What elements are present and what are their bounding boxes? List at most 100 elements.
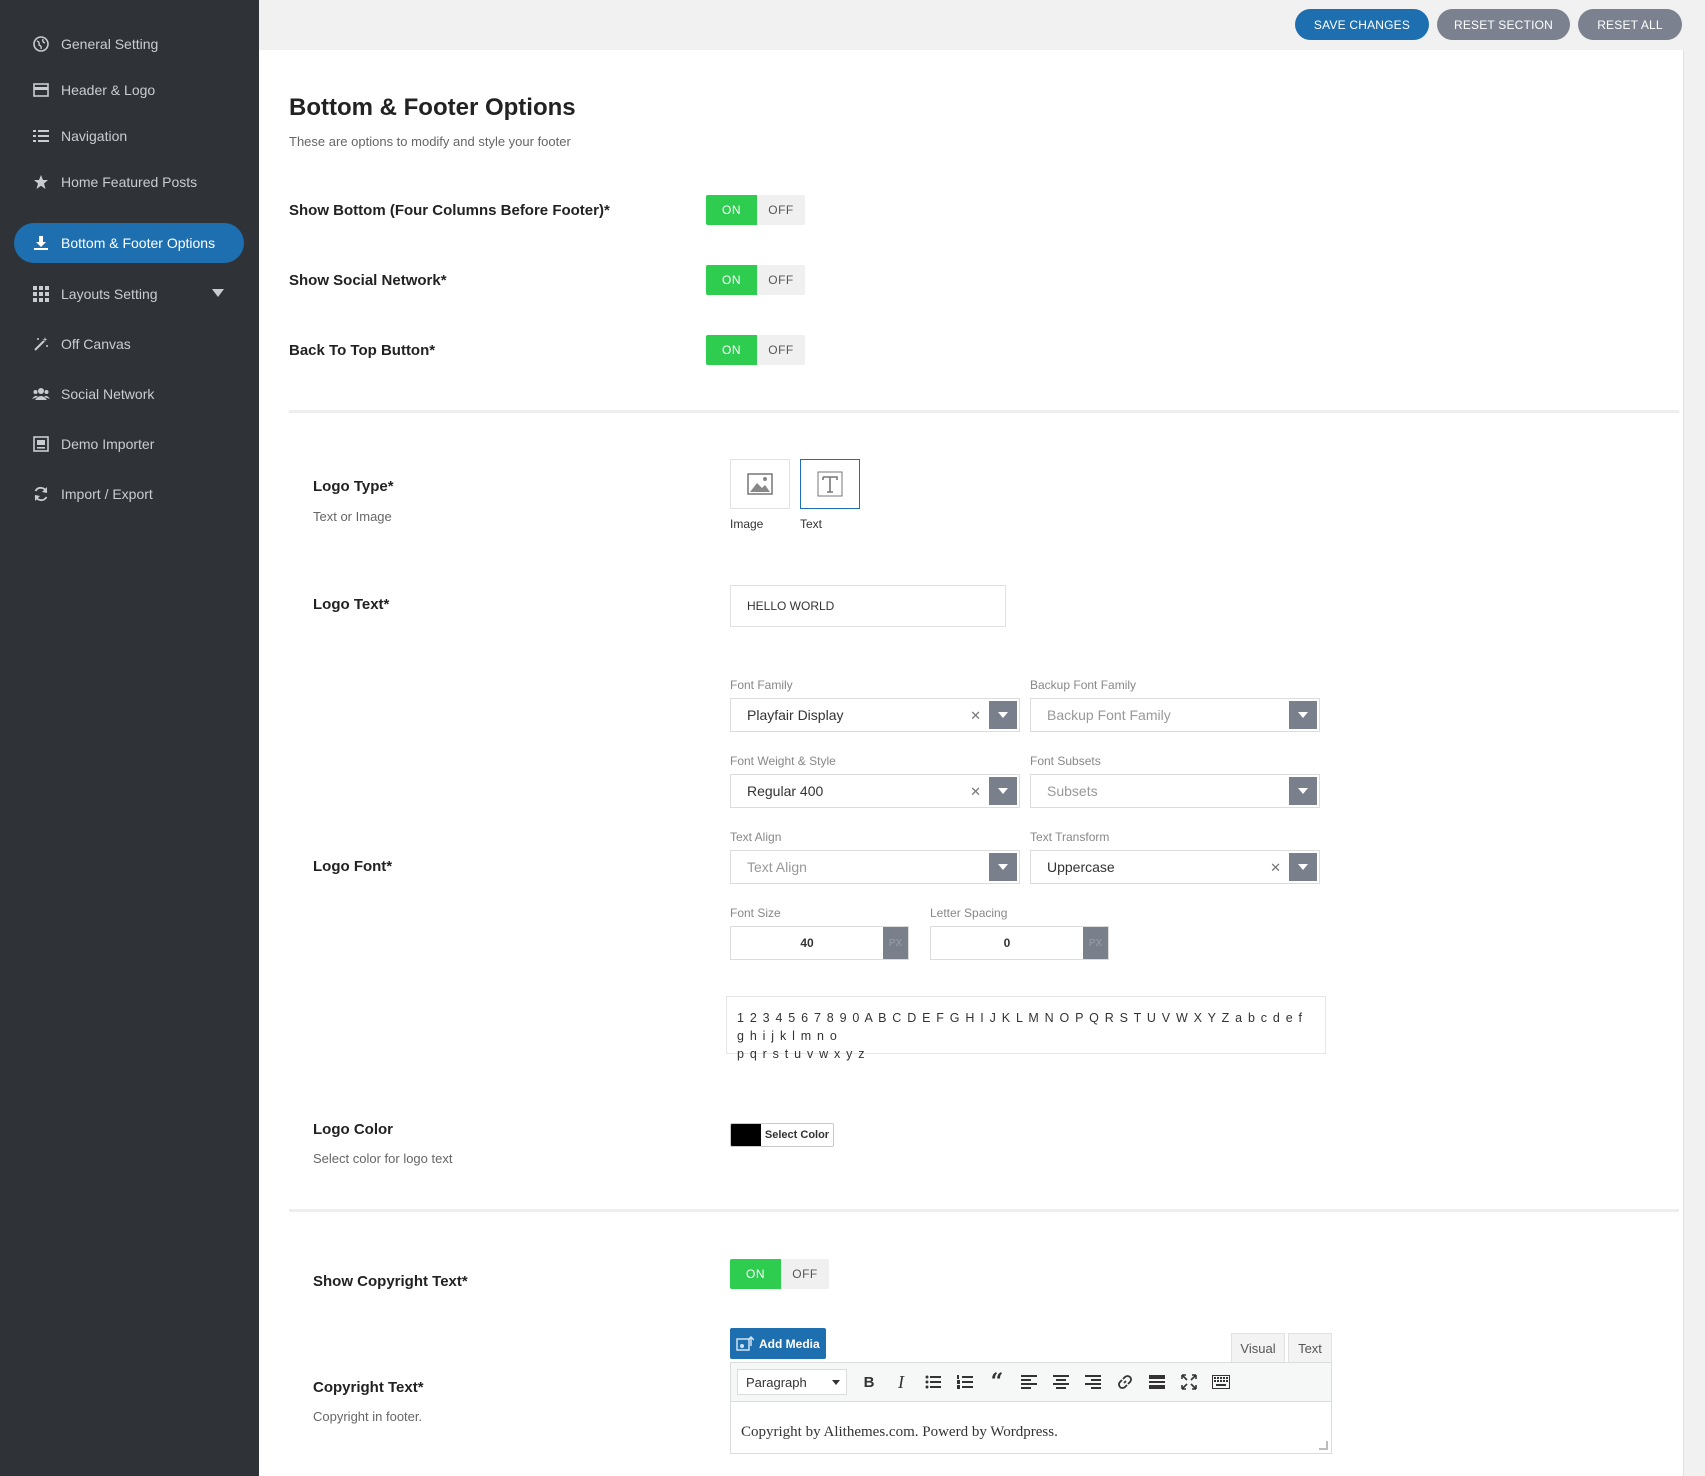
clear-icon[interactable]: ✕ [970, 784, 981, 799]
copyright-editor-content[interactable]: Copyright by Alithemes.com. Powerd by Wo… [741, 1424, 1058, 1440]
link-icon[interactable] [1109, 1367, 1141, 1397]
chevron-down-icon[interactable] [989, 701, 1017, 729]
logo-color-label: Logo Color [313, 1121, 393, 1138]
text-align-select[interactable]: Text Align [730, 850, 1020, 884]
toggle-off[interactable]: OFF [757, 265, 805, 295]
sidebar-item-social-network[interactable]: Social Network [14, 374, 244, 414]
chevron-down-icon[interactable] [1289, 777, 1317, 805]
sidebar-item-demo-importer[interactable]: Demo Importer [14, 424, 244, 464]
page-subtitle: These are options to modify and style yo… [289, 134, 571, 149]
top-toolbar: SAVE CHANGES RESET SECTION RESET ALL [259, 0, 1705, 50]
text-transform-select[interactable]: Uppercase ✕ [1030, 850, 1320, 884]
text-align-placeholder: Text Align [747, 859, 807, 875]
show-social-toggle[interactable]: ON OFF [706, 265, 805, 295]
font-size-unit: PX [883, 927, 908, 959]
reset-section-button[interactable]: RESET SECTION [1437, 9, 1570, 40]
sidebar-item-general-setting[interactable]: General Setting [14, 24, 244, 64]
tab-text[interactable]: Text [1288, 1333, 1332, 1362]
copyright-editor[interactable]: Copyright by Alithemes.com. Powerd by Wo… [730, 1402, 1332, 1454]
chevron-down-icon[interactable] [989, 777, 1017, 805]
toggle-on[interactable]: ON [706, 195, 757, 225]
list-icon [32, 127, 50, 145]
backup-font-family-label: Backup Font Family [1030, 678, 1137, 692]
letter-spacing-value[interactable]: 0 [1003, 936, 1011, 950]
clear-icon[interactable]: ✕ [970, 708, 981, 723]
toggle-on[interactable]: ON [706, 335, 757, 365]
toggle-on[interactable]: ON [730, 1259, 781, 1289]
globe-icon [32, 35, 50, 53]
numbered-list-icon[interactable] [949, 1367, 981, 1397]
logo-type-text-label: Text [800, 517, 823, 531]
backup-font-family-select[interactable]: Backup Font Family [1030, 698, 1320, 732]
sidebar-item-home-featured-posts[interactable]: Home Featured Posts [14, 162, 244, 202]
keyboard-icon[interactable] [1205, 1367, 1237, 1397]
add-media-button[interactable]: Add Media [730, 1328, 826, 1359]
logo-text-input[interactable]: HELLO WORLD [730, 585, 1006, 627]
sidebar-item-label: Demo Importer [61, 436, 155, 452]
sidebar-item-header-logo[interactable]: Header & Logo [14, 70, 244, 110]
section-divider [289, 1209, 1679, 1212]
read-more-icon[interactable] [1141, 1367, 1173, 1397]
sidebar: General Setting Header & Logo Navigation… [0, 0, 259, 1476]
sidebar-item-off-canvas[interactable]: Off Canvas [14, 324, 244, 364]
logo-type-image-option[interactable] [730, 459, 790, 509]
logo-font-label: Logo Font* [313, 858, 393, 875]
toggle-on[interactable]: ON [706, 265, 757, 295]
font-size-input[interactable]: 40 PX [730, 926, 909, 960]
show-copyright-toggle[interactable]: ON OFF [730, 1259, 829, 1289]
resize-handle-icon[interactable] [1319, 1441, 1328, 1450]
letter-spacing-input[interactable]: 0 PX [930, 926, 1109, 960]
clear-icon[interactable]: ✕ [1270, 860, 1281, 875]
bold-icon[interactable]: B [863, 1373, 875, 1391]
show-bottom-label: Show Bottom (Four Columns Before Footer)… [289, 202, 610, 219]
sidebar-item-import-export[interactable]: Import / Export [14, 474, 244, 514]
letter-spacing-unit: PX [1083, 927, 1108, 959]
font-family-select[interactable]: Playfair Display ✕ [730, 698, 1020, 732]
chevron-down-icon[interactable] [989, 853, 1017, 881]
font-weight-select[interactable]: Regular 400 ✕ [730, 774, 1020, 808]
bullet-list-icon[interactable] [917, 1367, 949, 1397]
toggle-off[interactable]: OFF [781, 1259, 829, 1289]
media-icon [736, 1335, 754, 1351]
chevron-down-icon[interactable] [1289, 853, 1317, 881]
scrollbar[interactable] [1683, 50, 1705, 1476]
italic-icon[interactable]: I [898, 1371, 904, 1392]
back-to-top-toggle[interactable]: ON OFF [706, 335, 805, 365]
align-left-icon[interactable] [1013, 1367, 1045, 1397]
letter-spacing-label: Letter Spacing [930, 906, 1008, 920]
chevron-down-icon [212, 289, 224, 297]
toggle-off[interactable]: OFF [757, 335, 805, 365]
grid-icon [32, 285, 50, 303]
text-align-label: Text Align [730, 830, 782, 844]
save-changes-button[interactable]: SAVE CHANGES [1295, 9, 1429, 40]
sidebar-item-layouts-setting[interactable]: Layouts Setting [14, 274, 244, 314]
align-right-icon[interactable] [1077, 1367, 1109, 1397]
section-divider [289, 410, 1679, 413]
sidebar-item-bottom-footer-options[interactable]: Bottom & Footer Options [14, 223, 244, 263]
select-color-button[interactable]: Select Color [730, 1123, 834, 1147]
refresh-icon [32, 485, 50, 503]
font-subsets-label: Font Subsets [1030, 754, 1101, 768]
chevron-down-icon[interactable] [1289, 701, 1317, 729]
font-size-value[interactable]: 40 [800, 936, 814, 950]
sidebar-item-navigation[interactable]: Navigation [14, 116, 244, 156]
sidebar-item-label: Home Featured Posts [61, 174, 198, 190]
align-center-icon[interactable] [1045, 1367, 1077, 1397]
logo-type-label: Logo Type* [313, 478, 394, 495]
tab-visual[interactable]: Visual [1231, 1333, 1285, 1362]
logo-type-text-option[interactable] [800, 459, 860, 509]
blockquote-icon[interactable]: “ [990, 1369, 1004, 1395]
font-preview: 1 2 3 4 5 6 7 8 9 0 A B C D E F G H I J … [726, 996, 1326, 1061]
logo-type-desc: Text or Image [313, 509, 392, 524]
header-icon [32, 81, 50, 99]
fullscreen-icon[interactable] [1173, 1367, 1205, 1397]
sidebar-item-label: Bottom & Footer Options [61, 235, 216, 251]
text-transform-label: Text Transform [1030, 830, 1110, 844]
reset-all-button[interactable]: RESET ALL [1578, 9, 1682, 40]
font-subsets-select[interactable]: Subsets [1030, 774, 1320, 808]
show-bottom-toggle[interactable]: ON OFF [706, 195, 805, 225]
toggle-off[interactable]: OFF [757, 195, 805, 225]
paragraph-format-select[interactable]: Paragraph [737, 1369, 847, 1395]
sidebar-item-label: Social Network [61, 386, 155, 402]
text-transform-value: Uppercase [1047, 859, 1115, 875]
